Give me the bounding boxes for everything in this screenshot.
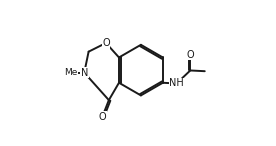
Text: O: O [187, 49, 194, 60]
Text: N: N [81, 68, 88, 78]
Text: Me: Me [65, 68, 78, 77]
Text: O: O [99, 112, 106, 122]
Text: NH: NH [169, 79, 184, 88]
Text: O: O [102, 38, 110, 48]
